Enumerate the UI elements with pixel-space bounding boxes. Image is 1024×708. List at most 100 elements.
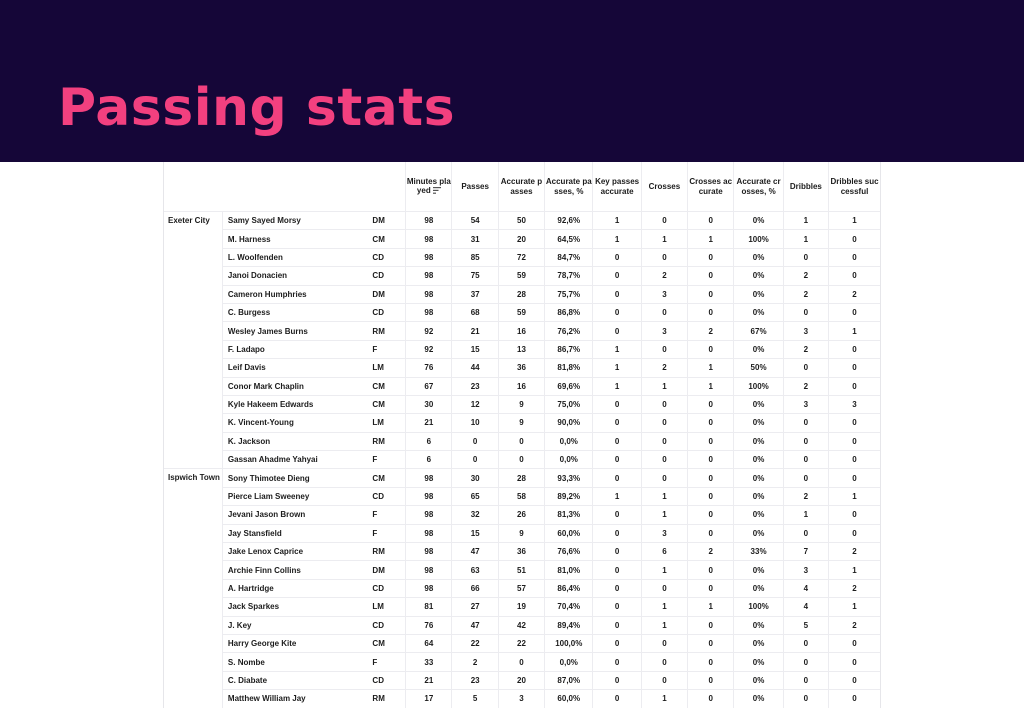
table-row[interactable]: J. Key CD 76 47 42 89,4% 0 1 0 0% 5 2 <box>164 615 880 635</box>
stat-cell: 54 <box>451 210 499 230</box>
stat-cell: 0% <box>733 413 784 433</box>
passing-stats-table: Minutes played Passes Accurate passes Ac… <box>164 162 880 708</box>
stat-cell: 33 <box>405 652 452 672</box>
table-row[interactable]: Jevani Jason Brown F 98 32 26 81,3% 0 1 0 0% 1 0 <box>164 505 880 525</box>
table-row[interactable]: Wesley James Burns RM 92 21 16 76,2% 0 3 2 67% 3 1 <box>164 321 880 341</box>
stat-cell: 36 <box>497 542 545 561</box>
stat-cell: 0 <box>828 247 880 267</box>
stat-cell: 0 <box>640 652 688 672</box>
table-row[interactable]: Matthew William Jay RM 17 5 3 60,0% 0 1 0 0% 0 0 <box>164 689 880 708</box>
table-row[interactable]: Archie Finn Collins DM 98 63 51 81,0% 0 1 0 0% 3 1 <box>164 560 880 580</box>
stat-cell: 2 <box>451 652 499 672</box>
table-row[interactable]: Leif Davis LM 76 44 36 81,8% 1 2 1 50% 0 0 <box>164 358 880 378</box>
column-header-accurate-passes-pct[interactable]: Accurate passes, % <box>544 162 593 212</box>
stat-cell: 5 <box>782 615 829 635</box>
stat-cell: 36 <box>497 358 545 378</box>
column-header-passes[interactable]: Passes <box>451 162 499 212</box>
stat-cell: 1 <box>592 229 642 249</box>
position-column-header <box>368 162 405 212</box>
table-row[interactable]: Janoi Donacien CD 98 75 59 78,7% 0 2 0 0% 2 0 <box>164 266 880 286</box>
stat-cell: 76 <box>405 615 452 635</box>
table-row[interactable]: C. Diabate CD 21 23 20 87,0% 0 0 0 0% 0 0 <box>164 670 880 690</box>
stat-cell: 0% <box>733 615 784 635</box>
table-row[interactable]: K. Jackson RM 6 0 0 0,0% 0 0 0 0% 0 0 <box>164 431 880 451</box>
table-row[interactable]: Jack Sparkes LM 81 27 19 70,4% 0 1 1 100% 4 1 <box>164 597 880 617</box>
player-name: Conor Mark Chaplin <box>222 376 369 396</box>
player-position: F <box>368 652 406 672</box>
stat-cell: 0 <box>640 413 688 433</box>
stat-cell: 1 <box>592 486 642 506</box>
stat-cell: 87,0% <box>544 670 593 690</box>
stat-cell: 57 <box>497 578 545 598</box>
team-name: Exeter City <box>164 210 223 469</box>
table-row[interactable]: Cameron Humphries DM 98 37 28 75,7% 0 3 0 0% 2 2 <box>164 284 880 304</box>
player-name: Jevani Jason Brown <box>222 505 369 525</box>
stat-cell: 0 <box>687 523 734 543</box>
player-position: CD <box>368 486 406 506</box>
table-row[interactable]: Jay Stansfield F 98 15 9 60,0% 0 3 0 0% 0 0 <box>164 523 880 543</box>
stat-cell: 2 <box>828 578 880 598</box>
column-header-dribbles-successful[interactable]: Dribbles successful <box>828 162 880 212</box>
table-row[interactable]: Pierce Liam Sweeney CD 98 65 58 89,2% 1 1 0 0% 2 1 <box>164 486 880 506</box>
stat-cell: 1 <box>640 615 688 635</box>
stat-cell: 0% <box>733 302 784 322</box>
player-position: CD <box>368 247 406 267</box>
table-row[interactable]: Conor Mark Chaplin CM 67 23 16 69,6% 1 1 1 100% 2 0 <box>164 376 880 396</box>
column-header-crosses-accurate[interactable]: Crosses accurate <box>687 162 734 212</box>
table-row[interactable]: C. Burgess CD 98 68 59 86,8% 0 0 0 0% 0 0 <box>164 302 880 322</box>
table-row[interactable]: Jake Lenox Caprice RM 98 47 36 76,6% 0 6 2 33% 7 2 <box>164 542 880 561</box>
player-name: K. Vincent-Young <box>222 413 369 433</box>
stat-cell: 50 <box>497 210 545 230</box>
stat-cell: 67% <box>733 321 784 341</box>
player-name: C. Burgess <box>222 302 369 322</box>
table-row[interactable]: Harry George Kite CM 64 22 22 100,0% 0 0 0 0% 0 0 <box>164 633 880 653</box>
player-column-header <box>222 162 368 212</box>
table-row[interactable]: Ispwich Town Sony Thimotee Dieng CM 98 30 28 9… <box>164 468 880 708</box>
stat-cell: 0% <box>733 468 784 488</box>
stat-cell: 37 <box>451 284 499 304</box>
stat-cell: 81,0% <box>544 560 593 580</box>
stat-cell: 98 <box>405 505 452 525</box>
stat-cell: 4 <box>782 578 829 598</box>
column-header-accurate-crosses-pct[interactable]: Accurate crosses, % <box>733 162 784 212</box>
stat-cell: 0 <box>687 247 734 267</box>
stat-cell: 0 <box>687 633 734 653</box>
stat-cell: 89,4% <box>544 615 593 635</box>
table-row[interactable]: Gassan Ahadme Yahyai F 6 0 0 0,0% 0 0 0 0% 0 0 <box>164 450 880 469</box>
column-header-key-passes-accurate[interactable]: Key passes accurate <box>592 162 642 212</box>
stat-cell: 1 <box>592 339 642 359</box>
stat-cell: 47 <box>451 615 499 635</box>
stat-cell: 0 <box>687 468 734 488</box>
table-row[interactable]: Exeter City Samy Sayed Morsy DM 98 54 50 92,6%… <box>164 210 880 469</box>
stat-cell: 1 <box>782 505 829 525</box>
table-row[interactable]: M. Harness CM 98 31 20 64,5% 1 1 1 100% 1 0 <box>164 229 880 249</box>
table-row[interactable]: S. Nombe F 33 2 0 0,0% 0 0 0 0% 0 0 <box>164 652 880 672</box>
column-header-dribbles[interactable]: Dribbles <box>782 162 829 212</box>
table-row[interactable]: K. Vincent-Young LM 21 10 9 90,0% 0 0 0 0% 0 0 <box>164 413 880 433</box>
column-header-accurate-passes[interactable]: Accurate passes <box>497 162 545 212</box>
column-header-minutes-played[interactable]: Minutes played <box>405 162 452 212</box>
column-header-crosses[interactable]: Crosses <box>640 162 688 212</box>
stat-cell: 1 <box>640 689 688 708</box>
table-row[interactable]: Kyle Hakeem Edwards CM 30 12 9 75,0% 0 0 0 0% 3 3 <box>164 394 880 414</box>
stat-cell: 86,8% <box>544 302 593 322</box>
stat-cell: 1 <box>640 486 688 506</box>
stat-cell: 0 <box>782 689 829 708</box>
table-row[interactable]: L. Woolfenden CD 98 85 72 84,7% 0 0 0 0% 0 0 <box>164 247 880 267</box>
player-name: M. Harness <box>222 229 369 249</box>
table-row[interactable]: A. Hartridge CD 98 66 57 86,4% 0 0 0 0% 4 2 <box>164 578 880 598</box>
table-row[interactable]: F. Ladapo F 92 15 13 86,7% 1 0 0 0% 2 0 <box>164 339 880 359</box>
stat-cell: 86,4% <box>544 578 593 598</box>
stat-cell: 1 <box>640 505 688 525</box>
stat-cell: 0 <box>592 321 642 341</box>
stat-cell: 0 <box>687 689 734 708</box>
stat-cell: 100% <box>733 376 784 396</box>
player-name: Harry George Kite <box>222 633 369 653</box>
player-position: F <box>368 450 406 469</box>
sort-icon[interactable] <box>432 186 441 197</box>
page-title: Passing stats <box>58 78 456 138</box>
stat-cell: 84,7% <box>544 247 593 267</box>
stat-cell: 0% <box>733 284 784 304</box>
stat-cell: 3 <box>640 523 688 543</box>
stat-cell: 32 <box>451 505 499 525</box>
